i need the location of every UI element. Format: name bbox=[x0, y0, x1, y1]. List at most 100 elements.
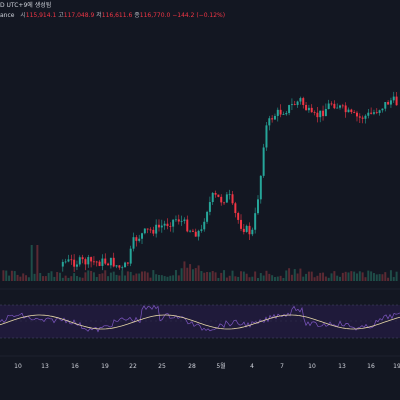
candle-body bbox=[206, 211, 209, 222]
candle-body bbox=[375, 112, 378, 114]
volume-bar bbox=[228, 275, 231, 281]
candle-body bbox=[353, 112, 356, 113]
volume-bar bbox=[214, 272, 217, 281]
volume-bar bbox=[387, 277, 390, 281]
volume-bar bbox=[307, 271, 310, 281]
candle-body bbox=[327, 103, 330, 109]
candle-body bbox=[364, 115, 367, 119]
volume-bar bbox=[56, 272, 59, 281]
candle-body bbox=[177, 219, 180, 222]
candle-body bbox=[174, 219, 177, 221]
candle-body bbox=[81, 257, 84, 260]
candle-body bbox=[231, 194, 234, 204]
candle-body bbox=[189, 230, 192, 232]
volume-bar bbox=[98, 273, 101, 281]
volume-bar bbox=[194, 268, 197, 281]
volume-bar bbox=[310, 271, 313, 281]
volume-bar bbox=[61, 277, 64, 281]
volume-bar bbox=[203, 272, 206, 281]
volume-bar bbox=[341, 272, 344, 281]
candle-body bbox=[208, 202, 211, 212]
volume-bar bbox=[191, 269, 194, 281]
volume-bar bbox=[81, 277, 84, 281]
candle-body bbox=[307, 107, 310, 111]
volume-bar bbox=[389, 270, 392, 281]
volume-bar bbox=[299, 268, 302, 281]
candle-body bbox=[350, 109, 353, 113]
candle-body bbox=[200, 229, 203, 231]
volume-bar bbox=[367, 270, 370, 281]
candle-body bbox=[378, 110, 381, 113]
timezone-legend: D UTC+9에 생성됨 bbox=[0, 2, 51, 10]
x-axis-label: 25 bbox=[158, 363, 166, 370]
candle-body bbox=[296, 101, 299, 105]
volume-bar bbox=[33, 273, 36, 281]
volume-bar bbox=[109, 272, 112, 281]
candle-body bbox=[313, 112, 316, 113]
candle-body bbox=[245, 225, 248, 232]
candle-body bbox=[160, 225, 163, 228]
candle-body bbox=[124, 262, 127, 268]
volume-bar bbox=[313, 277, 316, 281]
volume-bar bbox=[16, 274, 19, 281]
volume-bar bbox=[180, 268, 183, 281]
volume-bar bbox=[211, 271, 214, 281]
candle-body bbox=[251, 229, 254, 235]
volume-bar bbox=[129, 271, 132, 281]
volume-bar bbox=[47, 272, 50, 281]
volume-bar bbox=[104, 270, 107, 281]
candle-body bbox=[163, 223, 166, 226]
candle-body bbox=[169, 226, 172, 227]
volume-bar bbox=[112, 271, 115, 281]
candle-body bbox=[104, 258, 107, 264]
volume-bar bbox=[166, 276, 169, 281]
volume-bar bbox=[36, 245, 39, 281]
volume-bar bbox=[282, 277, 285, 281]
volume-bar bbox=[237, 276, 240, 281]
candle-body bbox=[225, 194, 228, 203]
volume-bar bbox=[384, 272, 387, 281]
volume-bar bbox=[378, 274, 381, 281]
candle-body bbox=[141, 233, 144, 239]
candle-body bbox=[310, 107, 313, 113]
volume-bar bbox=[217, 277, 220, 281]
candle-body bbox=[358, 116, 361, 118]
candle-body bbox=[262, 147, 265, 176]
volume-bar bbox=[172, 275, 175, 281]
candle-body bbox=[87, 257, 90, 265]
volume-bar bbox=[118, 275, 121, 281]
volume-bar bbox=[223, 270, 226, 281]
candle-body bbox=[220, 196, 223, 203]
volume-bar bbox=[392, 277, 395, 281]
candle-body bbox=[149, 229, 152, 231]
volume-bar bbox=[107, 276, 110, 281]
volume-bar bbox=[225, 277, 228, 281]
volume-bar bbox=[50, 271, 53, 281]
volume-bar bbox=[324, 276, 327, 281]
volume-bar bbox=[327, 277, 330, 281]
volume-bar bbox=[92, 272, 95, 281]
volume-bar bbox=[84, 272, 87, 281]
volume-bar bbox=[395, 271, 398, 281]
candle-body bbox=[90, 257, 93, 262]
candle-body bbox=[333, 103, 336, 109]
volume-bar bbox=[288, 268, 291, 281]
candle-body bbox=[355, 112, 358, 117]
volume-bar bbox=[220, 272, 223, 281]
volume-bar bbox=[121, 270, 124, 281]
volume-bar bbox=[271, 275, 274, 281]
volume-bar bbox=[242, 271, 245, 281]
candle-body bbox=[259, 175, 262, 200]
volume-bar bbox=[256, 277, 259, 281]
volume-bar bbox=[206, 271, 209, 281]
volume-bar bbox=[141, 271, 144, 281]
rsi-ma-line bbox=[0, 314, 400, 330]
volume-bar bbox=[305, 273, 308, 281]
volume-bar bbox=[13, 271, 16, 281]
candle-body bbox=[78, 257, 81, 265]
x-axis-label: 10 bbox=[308, 363, 316, 370]
change-value: −144.2 (−0.12%) bbox=[172, 12, 226, 19]
candle-body bbox=[197, 230, 200, 237]
